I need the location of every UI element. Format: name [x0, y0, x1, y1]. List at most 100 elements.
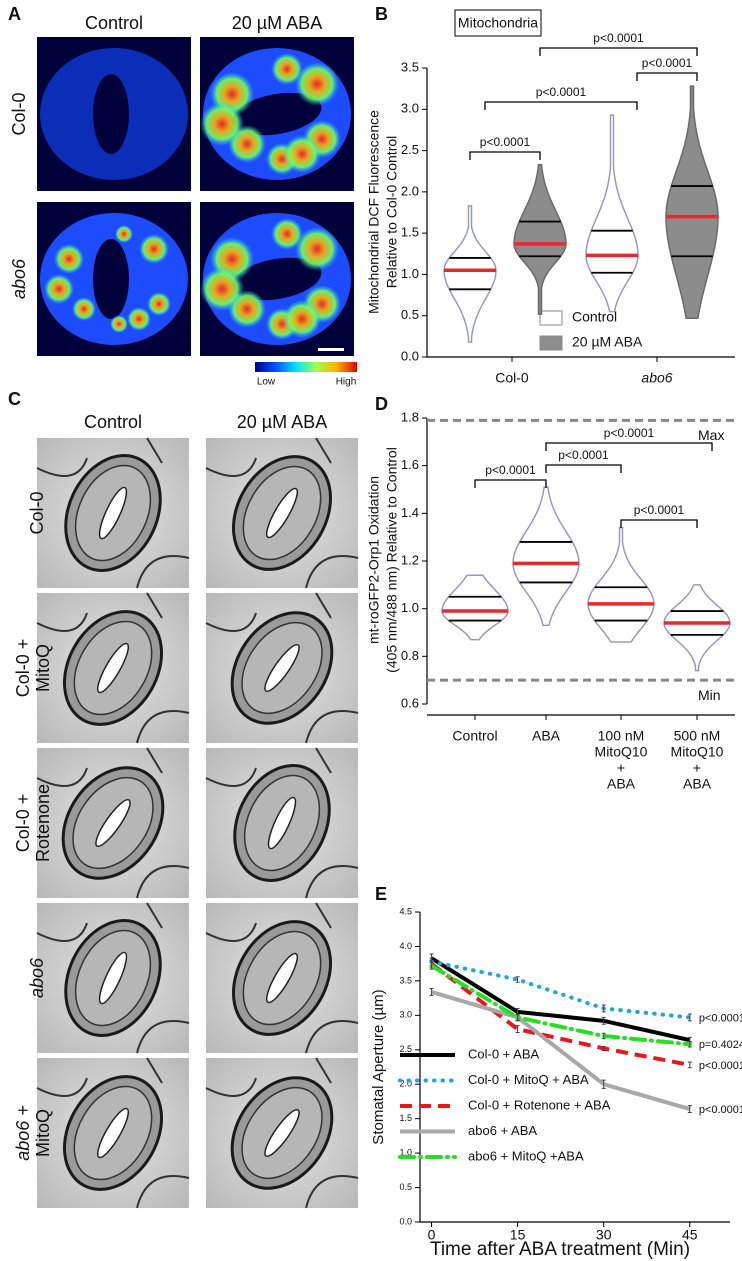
significance-bracket [539, 47, 698, 56]
hotspot [283, 300, 321, 338]
pore [264, 643, 300, 693]
violin [512, 486, 580, 627]
pore [95, 798, 131, 848]
x-tick-label: abo6 [641, 370, 672, 386]
p-value: p=0.4024 [699, 1039, 742, 1051]
series-line [430, 989, 691, 1111]
cell-wall [36, 1057, 190, 1209]
y-tick-label: 1.0 [399, 1147, 412, 1157]
violin [587, 526, 655, 643]
hotspot [295, 227, 339, 271]
p-value: p<0.0001 [593, 31, 644, 45]
y-tick-label: 0.0 [401, 348, 419, 363]
row-label: Col-0 + [13, 639, 33, 698]
violin [443, 205, 497, 343]
panel-letter: C [8, 389, 21, 409]
violin [585, 114, 639, 313]
y-tick-label: 0.0 [399, 1216, 412, 1226]
hotspot [44, 274, 74, 304]
error-bar [515, 1014, 520, 1021]
violin [663, 584, 731, 672]
y-tick-label: 4.0 [399, 941, 412, 951]
y-tick-label: 0.6 [401, 695, 419, 710]
y-axis-label: Mitochondrial DCF Fluorescence [366, 110, 382, 314]
y-tick-label: 3.0 [401, 101, 419, 116]
row-label: Col-0 [27, 491, 47, 534]
legend-label: abo6 + ABA [468, 1123, 537, 1138]
x-tick-label: 15 [510, 1227, 526, 1243]
hotspot [115, 225, 133, 243]
legend-label: Col-0 + MitoQ + ABA [468, 1072, 589, 1087]
labels: A Control 20 µM ABA Col-0 abo6 Low High C Contro… [8, 4, 742, 1260]
significance-bracket [545, 442, 713, 451]
x-tick-label: 100 nM [598, 728, 645, 744]
cell-wall [205, 747, 359, 899]
y-tick-label: 1.0 [401, 600, 419, 615]
row-label: MitoQ [33, 1109, 53, 1157]
scale-bar [318, 348, 344, 351]
pore [98, 486, 128, 540]
pore [93, 74, 129, 154]
p-value: p<0.0001 [699, 1104, 742, 1116]
row-label: MitoQ [33, 644, 53, 692]
hotspot [200, 102, 244, 146]
significance-bracket [469, 151, 541, 160]
error-bar [429, 987, 434, 996]
y-tick-label: 3.5 [399, 975, 412, 985]
cell-wall [36, 902, 190, 1054]
row-label: abo6 [9, 258, 29, 299]
y-tick-label: 0.5 [401, 307, 419, 322]
legend-label: Col-0 + ABA [468, 1046, 540, 1061]
column-header: Control [85, 13, 143, 33]
x-tick-label: 30 [596, 1227, 612, 1243]
panel-letter: A [8, 4, 21, 24]
hotspot [283, 135, 321, 173]
row-label: Rotenone [33, 784, 53, 862]
error-bar [515, 1025, 520, 1034]
legend-label: 20 µM ABA [572, 334, 643, 350]
pore [93, 239, 129, 319]
row-label: abo6 [27, 957, 47, 998]
y-tick-label: 2.0 [401, 183, 419, 198]
error-bar [601, 1032, 606, 1040]
panel-letter: E [375, 884, 387, 904]
cell-wall [36, 747, 190, 899]
x-tick-label: 45 [682, 1227, 698, 1243]
significance-bracket [545, 464, 622, 473]
pore [96, 642, 130, 694]
pore [232, 257, 322, 301]
significance-bracket [636, 72, 698, 81]
column-header: 20 µM ABA [232, 13, 322, 33]
x-axis-label: Time after ABA treatment (Min) [430, 1239, 690, 1260]
hotspot [147, 292, 171, 316]
legend-label: abo6 + MitoQ +ABA [468, 1148, 584, 1163]
x-tick-label: 0 [428, 1227, 436, 1243]
colorbar [255, 362, 357, 372]
cell-wall [205, 1057, 359, 1209]
x-tick-label: ABA [532, 728, 561, 744]
error-bar [601, 1016, 606, 1025]
panel-letter: D [375, 394, 388, 414]
y-tick-label: 1.8 [401, 409, 419, 424]
error-bar [515, 976, 520, 983]
p-value: p<0.0001 [642, 56, 693, 70]
hotspot [295, 62, 339, 106]
series-line [429, 963, 692, 1047]
p-value: p<0.0001 [485, 463, 536, 477]
y-tick-label: 1.5 [401, 225, 419, 240]
y-tick-label: 3.5 [401, 59, 419, 74]
hotspot [271, 53, 303, 85]
panel-letter: B [375, 4, 388, 24]
p-value: p<0.0001 [604, 426, 655, 440]
row-label: Col-0 [9, 92, 29, 135]
y-tick-label: 1.2 [401, 552, 419, 567]
hotspot [72, 297, 96, 321]
y-tick-label: 0.8 [401, 648, 419, 663]
cell-wall [205, 592, 359, 744]
error-bar [601, 1004, 606, 1013]
x-tick-label: + [693, 760, 701, 776]
cell-wall [205, 437, 359, 589]
pore [96, 1107, 130, 1159]
error-bar [601, 1079, 606, 1089]
x-tick-label: + [617, 760, 625, 776]
